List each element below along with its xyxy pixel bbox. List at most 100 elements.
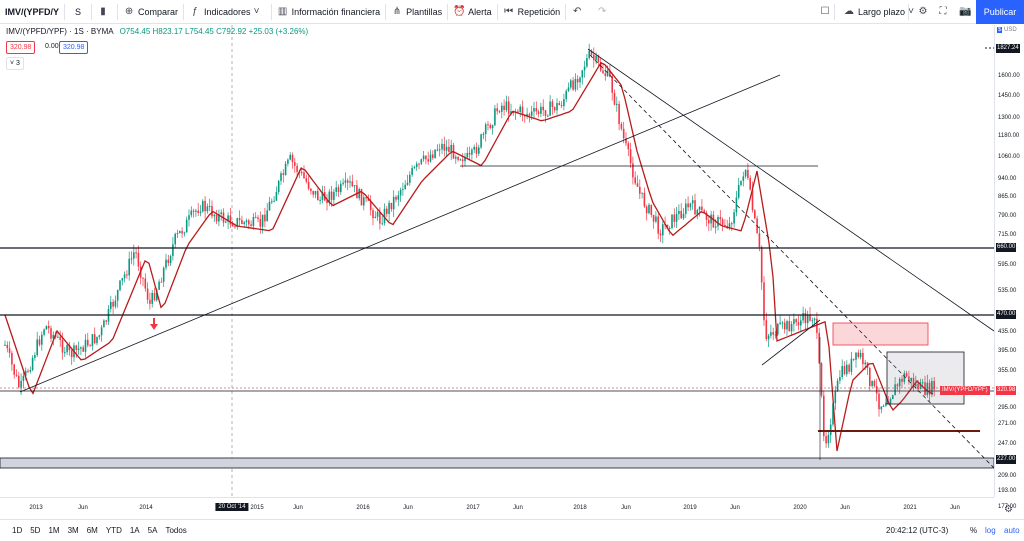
studies-collapse[interactable]: ˅ 3 — [6, 57, 24, 70]
candle-body — [528, 114, 531, 116]
candle-body — [570, 80, 572, 88]
candle-body — [98, 335, 101, 337]
time-axis[interactable]: 2013 Jun 2014 20 Oct '14 2015 Jun 2016 Jun 2017 J… — [0, 497, 994, 515]
candle-body — [243, 222, 245, 225]
range-button[interactable]: 1A — [129, 526, 140, 535]
ask-price-box[interactable]: 320.98 — [59, 41, 89, 54]
candle-body — [448, 146, 450, 153]
alert-button[interactable]: ⏰ Alerta — [448, 0, 497, 24]
candle-body — [786, 321, 788, 330]
range-button[interactable]: 1M — [48, 526, 60, 535]
candle-body — [507, 101, 510, 114]
settings-button[interactable]: ⚙ — [912, 0, 937, 24]
range-button[interactable]: 6M — [86, 526, 98, 535]
candle-body — [643, 192, 646, 207]
range-button[interactable]: 3M — [67, 526, 79, 535]
candle-body — [266, 210, 268, 222]
candle-body — [277, 180, 280, 193]
chart-type-button[interactable]: ▮ — [92, 0, 117, 24]
candle-body — [133, 252, 135, 259]
candle-body — [832, 403, 834, 425]
price-tick-label: 865.00 — [998, 194, 1017, 200]
candle-body — [701, 206, 703, 211]
price-axis[interactable]: $ USD 1827.24 1600.00 1450.00 1300.00 1180.0… — [994, 25, 1024, 510]
candle-body — [287, 159, 289, 164]
price-chart[interactable] — [0, 25, 995, 497]
range-button[interactable]: YTD — [105, 526, 122, 535]
candle-body — [379, 212, 381, 224]
fullscreen-toggle[interactable]: ⛶ — [932, 0, 957, 24]
candle-body — [64, 352, 66, 354]
candle-body — [399, 189, 402, 196]
candle-body — [558, 103, 561, 106]
candle-body — [404, 184, 406, 190]
redo-icon: ↷ — [597, 5, 607, 17]
candle-body — [103, 320, 105, 328]
range-button[interactable]: 5D — [30, 526, 41, 535]
candle-body — [413, 166, 416, 168]
publish-button[interactable]: Publicar — [976, 0, 1024, 24]
candle-body — [662, 224, 664, 236]
time-tick-label: Jun — [950, 505, 960, 511]
candle-body — [68, 344, 71, 351]
auto-toggle[interactable]: auto — [1004, 526, 1020, 535]
financials-button[interactable]: ▥ Información financiera — [272, 0, 386, 24]
candle-body — [542, 106, 544, 111]
candle-body — [457, 156, 459, 160]
candle-body — [864, 362, 866, 365]
camera-icon: 📷 — [959, 5, 972, 17]
candle-body — [241, 219, 243, 225]
candle-body — [395, 196, 397, 200]
candle-body — [825, 436, 827, 444]
settings-icon[interactable]: ⚙ — [1004, 504, 1013, 515]
candle-body — [625, 138, 627, 144]
time-tick-label: Jun — [730, 505, 740, 511]
candle-body — [804, 312, 807, 324]
candle-body — [24, 370, 27, 376]
range-button[interactable]: Todos — [165, 526, 187, 535]
candle-body — [121, 278, 124, 281]
square-icon: ☐ — [820, 5, 830, 17]
range-button[interactable]: 5A — [147, 526, 158, 535]
bid-price-box[interactable]: 320.98 — [6, 41, 36, 54]
replay-button[interactable]: ⏮ Repetición — [498, 0, 566, 24]
price-tick-label: 295.00 — [998, 405, 1017, 411]
symbol-search[interactable]: IMV/(YPFD/Y — [5, 6, 60, 17]
percent-toggle[interactable]: % — [970, 526, 978, 535]
candle-body — [333, 191, 335, 200]
candle-body — [620, 123, 623, 129]
templates-button[interactable]: ⋔ Plantillas — [386, 0, 447, 24]
price-tick-label: 1060.00 — [998, 154, 1020, 160]
compare-button[interactable]: ⊕ Comparar — [118, 0, 183, 24]
candle-body — [105, 320, 107, 322]
chart-pane[interactable] — [0, 25, 995, 497]
candle-body — [392, 196, 395, 210]
candle-body — [383, 208, 386, 224]
candle-body — [593, 54, 595, 60]
templates-label: Plantillas — [406, 6, 443, 17]
candle-body — [445, 146, 448, 151]
price-tick-label: 1600.00 — [998, 73, 1020, 79]
log-toggle[interactable]: log — [985, 526, 996, 535]
fullscreen-button[interactable]: ☐ — [814, 0, 839, 24]
undo-button[interactable]: ↶ — [566, 0, 591, 24]
snapshot-button[interactable]: 📷 — [954, 0, 979, 24]
redo-button[interactable]: ↷ — [591, 0, 616, 24]
time-tick-label: 2019 — [683, 505, 697, 511]
range-button[interactable]: 1D — [12, 526, 23, 535]
gridlines — [231, 25, 994, 497]
interval-button[interactable]: S — [75, 6, 82, 17]
candle-body — [553, 107, 556, 111]
replay-icon: ⏮ — [504, 5, 514, 17]
layout-button[interactable]: ☁ Largo plazo ˅ — [838, 0, 925, 24]
time-tick-label: 2020 — [793, 505, 807, 511]
user-drawings[interactable] — [0, 48, 995, 469]
candle-body — [372, 210, 374, 219]
candle-body — [61, 340, 64, 353]
candle-body — [89, 345, 91, 347]
indicators-button[interactable]: ƒ Indicadores ˅ — [184, 0, 271, 24]
candle-body — [248, 220, 250, 225]
candle-body — [503, 105, 505, 111]
time-tick-label: 2021 — [903, 505, 917, 511]
time-tick-label: 2018 — [573, 505, 587, 511]
